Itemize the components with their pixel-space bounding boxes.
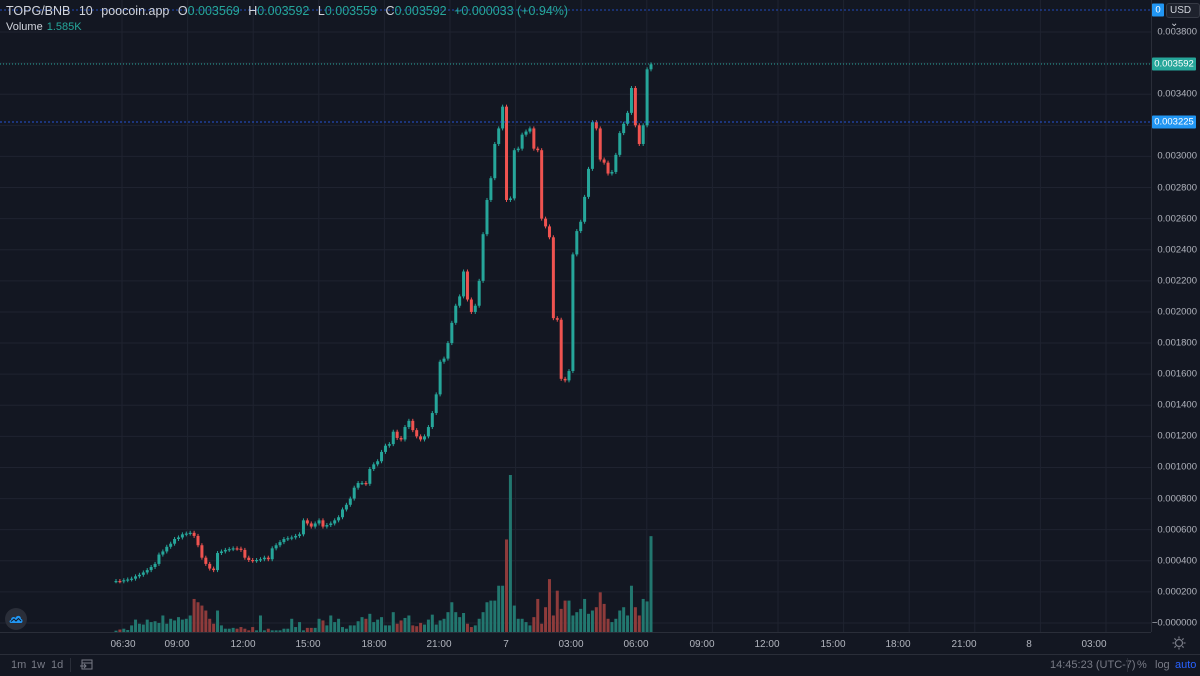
low-value: 0.003559	[324, 4, 377, 18]
volume-legend: Volume 1.585K	[6, 21, 82, 33]
time-tick: 03:00	[558, 639, 584, 650]
time-tick: 18:00	[885, 639, 911, 650]
price-axis[interactable]: 0.003800 0.003400 0.003000 0.002800 0.002600…	[1151, 0, 1200, 632]
time-tick: 06:30	[110, 639, 136, 650]
open-value: 0.003569	[187, 4, 240, 18]
time-axis[interactable]: 06:30 09:00 12:00 15:00 18:00 21:00 7 03:00 06:0…	[0, 632, 1151, 655]
time-tick: 15:00	[295, 639, 321, 650]
price-tick: 0.001200	[1157, 430, 1197, 442]
auto-toggle[interactable]: auto	[1175, 659, 1197, 671]
price-tick: 0.003000	[1157, 150, 1197, 162]
price-tick: 0.002600	[1157, 213, 1197, 225]
time-tick: 21:00	[426, 639, 452, 650]
volume-value: 1.585K	[46, 21, 82, 33]
time-tick: 21:00	[951, 639, 977, 650]
time-tick: 8	[1026, 639, 1032, 650]
crosshair-price-tag: 0.003225	[1152, 115, 1196, 129]
go-to-date-icon[interactable]	[80, 658, 93, 671]
gear-icon[interactable]	[1172, 636, 1186, 650]
time-tick: 09:00	[164, 639, 190, 650]
price-tick: 0.001600	[1157, 368, 1197, 380]
interval: 10	[78, 4, 93, 18]
time-tick: 7	[503, 639, 509, 650]
divider	[1127, 658, 1128, 672]
time-tick: 03:00	[1081, 639, 1107, 650]
symbol-legend: TOPG/BNB 10 poocoin.app O0.003569 H0.003…	[6, 4, 568, 18]
data-source: poocoin.app	[101, 4, 170, 18]
price-tick: 0.002400	[1157, 244, 1197, 256]
range-1d-button[interactable]: 1d	[51, 659, 64, 671]
clock[interactable]: 14:45:23 (UTC-7)	[1050, 659, 1136, 671]
high-label: H	[248, 4, 258, 18]
range-1m-button[interactable]: 1m	[11, 659, 27, 671]
time-tick: 12:00	[230, 639, 256, 650]
logo-button[interactable]	[5, 608, 27, 630]
log-toggle[interactable]: log	[1155, 659, 1170, 671]
price-tick: 0.001800	[1157, 337, 1197, 349]
time-tick: 15:00	[820, 639, 846, 650]
chevron-down-icon: ⌄	[1170, 18, 1179, 29]
cloud-logo-icon	[9, 615, 23, 623]
percent-toggle[interactable]: %	[1137, 659, 1147, 671]
divider	[70, 658, 71, 672]
price-tick: 0.000400	[1157, 555, 1197, 567]
price-tick: 0.003400	[1157, 88, 1197, 100]
price-tick: 0.002000	[1157, 306, 1197, 318]
current-price-tag: 0.003592	[1152, 57, 1196, 71]
time-tick: 06:00	[623, 639, 649, 650]
time-tick: 09:00	[689, 639, 715, 650]
bottom-toolbar: 1m 1w 1d 14:45:23 (UTC-7) % log auto	[0, 654, 1200, 676]
close-label: C	[385, 4, 395, 18]
price-tick: −0.000000	[1151, 617, 1197, 629]
price-tick: 0.001400	[1157, 399, 1197, 411]
price-tick: 0.001000	[1157, 461, 1197, 473]
range-1w-button[interactable]: 1w	[31, 659, 46, 671]
price-chart[interactable]	[0, 0, 1151, 632]
price-tick: 0.003800	[1157, 26, 1197, 38]
time-tick: 18:00	[361, 639, 387, 650]
symbol-name[interactable]: TOPG/BNB	[6, 4, 71, 18]
open-label: O	[177, 4, 188, 18]
volume-label: Volume	[6, 21, 43, 33]
close-value: 0.003592	[394, 4, 447, 18]
price-tick: 0.002200	[1157, 275, 1197, 287]
price-tick: 0.000800	[1157, 493, 1197, 505]
currency-selector[interactable]: USD ⌄	[1166, 3, 1200, 29]
currency-value: USD	[1170, 5, 1192, 16]
time-tick: 12:00	[754, 639, 780, 650]
price-tick: 0.002800	[1157, 182, 1197, 194]
crosshair-left-tag: 0	[1152, 3, 1164, 17]
low-label: L	[317, 4, 325, 18]
change-value: +0.000033 (+0.94%)	[454, 4, 569, 18]
price-tick: 0.000600	[1157, 524, 1197, 536]
high-value: 0.003592	[257, 4, 310, 18]
price-tick: 0.000200	[1157, 586, 1197, 598]
